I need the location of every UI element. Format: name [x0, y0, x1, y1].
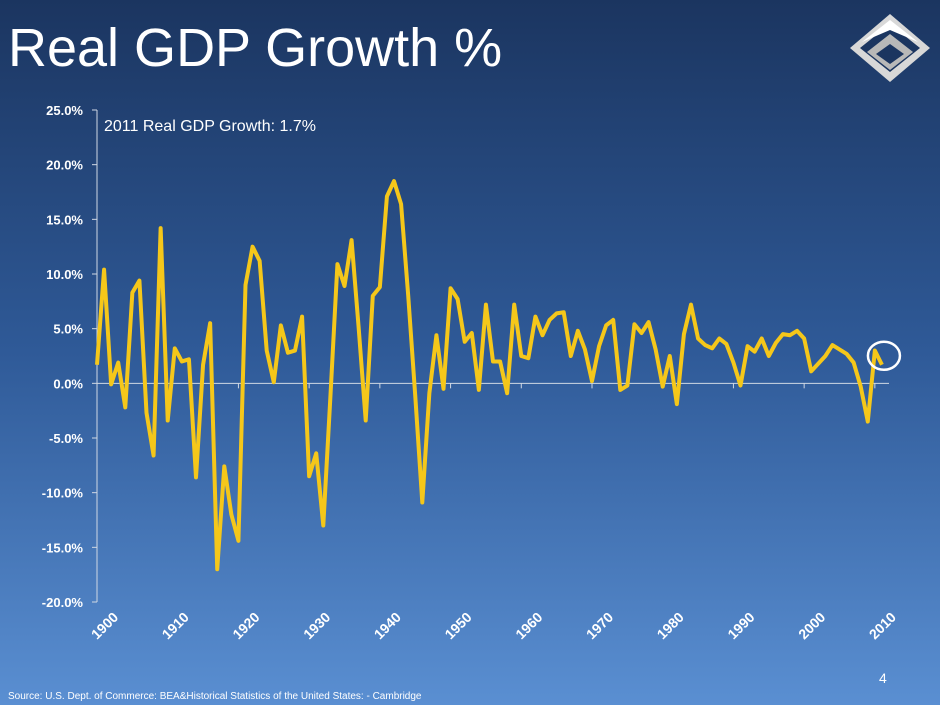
data-line	[95, 179, 884, 572]
y-tick-label: 15.0%	[46, 212, 83, 227]
source-note: Source: U.S. Dept. of Commerce: BEA&Hist…	[8, 691, 422, 702]
y-tick-label: -5.0%	[49, 431, 83, 446]
y-tick-label: 10.0%	[46, 267, 83, 282]
y-tick-label: 25.0%	[46, 103, 83, 118]
y-tick-label: 0.0%	[53, 376, 83, 391]
y-tick-label: 20.0%	[46, 158, 83, 173]
highlight-circle	[866, 340, 902, 371]
y-tick-label: -10.0%	[42, 486, 84, 501]
y-tick-label: 5.0%	[53, 322, 83, 337]
y-tick-label: -20.0%	[42, 595, 84, 610]
logo	[850, 14, 930, 82]
annotation: 2011 Real GDP Growth: 1.7%	[104, 118, 316, 135]
page-number: 4	[879, 670, 887, 686]
y-tick-label: -15.0%	[42, 540, 84, 555]
slide-title: Real GDP Growth %	[8, 18, 502, 78]
